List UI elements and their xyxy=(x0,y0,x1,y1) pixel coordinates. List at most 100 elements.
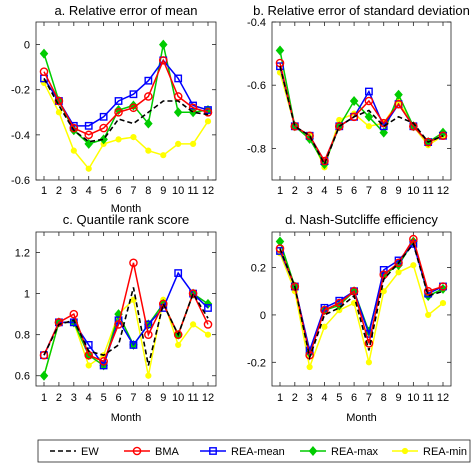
panel-2-series-bma-point xyxy=(364,96,374,106)
panel-1-xtick-label: 8 xyxy=(145,185,151,197)
panel-2-ytick-label: -0.6 xyxy=(247,80,266,92)
panel-4-series-bma-point xyxy=(275,244,285,253)
panel-3-series-ew-line xyxy=(43,287,209,366)
panel-4-xtick-label: 5 xyxy=(336,392,342,404)
legend-item-rea-mean-point xyxy=(209,447,217,455)
panel-1-series-rea-min-point xyxy=(175,140,182,147)
panel-4-xtick-label: 1 xyxy=(277,392,283,404)
panel-3-series-rea-min-point xyxy=(175,341,182,349)
panel-3-series-bma-point xyxy=(173,330,183,339)
panel-3-series-bma-point xyxy=(69,309,79,319)
panel-1-series-rea-min-point xyxy=(130,134,137,141)
panel-3-xtick-label: 5 xyxy=(101,392,107,404)
panel-1-xtick-label: 3 xyxy=(71,185,77,197)
panel-3-ytick-label: 0.6 xyxy=(15,371,30,383)
panel-4-xtick-label: 8 xyxy=(381,392,387,404)
panel-4-xtick-label: 10 xyxy=(407,392,419,404)
panel-1-title: a. Relative error of mean xyxy=(54,3,197,18)
panel-4-ytick-label: -0.2 xyxy=(247,357,266,369)
panel-1-series-bma-point xyxy=(158,56,168,65)
panel-4-ytick-label: 0 xyxy=(260,310,266,322)
panel-1-series-rea-min-point xyxy=(70,147,77,154)
panel-4-series-rea-min-point xyxy=(425,311,432,319)
panel-3-xtick-label: 11 xyxy=(187,392,198,404)
panel-2-series-bma-point xyxy=(305,131,314,141)
panel-2-series-rea-max-point xyxy=(394,89,403,100)
panel-3-series-rea-mean-point xyxy=(174,269,183,277)
legend-item-bma-label: BMA xyxy=(155,446,180,458)
panel-4-series-rea-min-point xyxy=(380,288,387,295)
panel-2-xtick-label: 8 xyxy=(381,185,387,197)
panel-2-series-bma-point xyxy=(320,156,329,166)
panel-4-series-bma-point xyxy=(349,286,359,296)
panel-1-series-bma-point xyxy=(173,92,183,101)
panel-3-series-bma-point xyxy=(188,289,198,298)
panel-3-series-bma-point xyxy=(99,357,108,366)
panel-2-title: b. Relative error of standard deviation xyxy=(253,3,470,18)
panel-2-ytick-label: -0.4 xyxy=(247,17,266,29)
panel-1-series-rea-max-point xyxy=(173,107,183,118)
panel-4-xtick-label: 4 xyxy=(321,392,327,404)
panel-4-series-bma-point xyxy=(394,258,403,268)
panel-1-series-bma-point xyxy=(54,96,64,106)
panel-1-series-rea-min-point xyxy=(160,152,167,159)
panel-2-series-rea-max-point xyxy=(379,127,388,138)
panel-2: b. Relative error of standard deviation-… xyxy=(247,3,470,197)
panel-2-series-bma-point xyxy=(349,112,359,122)
panel-4-xlabel: Month xyxy=(346,412,377,424)
panel-1-series-rea-min-point xyxy=(55,109,63,116)
panel-4-series-rea-min-point xyxy=(306,363,313,371)
panel-4-xtick-label: 6 xyxy=(351,392,357,404)
panel-1-xtick-label: 2 xyxy=(56,185,62,197)
panel-2-series-rea-mean-point xyxy=(365,87,373,96)
panel-4-xtick-label: 3 xyxy=(307,392,313,404)
panel-1-xtick-label: 4 xyxy=(86,185,92,197)
panel-1-xtick-label: 9 xyxy=(160,185,166,197)
panel-3-series-rea-min-point xyxy=(204,331,212,338)
panel-1-series-rea-max-point xyxy=(159,39,168,50)
panel-4-series-rea-min-point xyxy=(365,359,373,366)
panel-4-ytick-label: 0.2 xyxy=(251,263,266,275)
panel-1-series-rea-mean-point xyxy=(99,112,108,121)
panel-2-ytick-label: -0.8 xyxy=(247,143,266,155)
panel-2-series-bma-point xyxy=(334,121,344,131)
legend-item-ew: EW xyxy=(50,446,99,458)
legend-item-rea-mean-label: REA-mean xyxy=(231,446,285,458)
panel-1-series-rea-mean-point xyxy=(144,76,153,85)
panel-1-series-rea-min-point xyxy=(145,147,152,154)
panel-4-xtick-label: 7 xyxy=(366,392,372,404)
panel-1-series-bma xyxy=(39,56,213,140)
panel-3-xtick-label: 2 xyxy=(56,392,62,404)
panel-4-series-ew xyxy=(279,242,444,361)
panel-2-series-rea-max-point xyxy=(275,45,285,56)
panel-1: a. Relative error of mean 0 -0.2 -0.4 -0.6 1 2… xyxy=(11,3,217,215)
panel-1-series-rea-max-point xyxy=(84,138,93,149)
panel-1-series-bma-point xyxy=(203,107,213,117)
panel-4-series-rea-min-point xyxy=(395,269,402,276)
panel-3-series-rea-mean-point xyxy=(204,304,212,312)
panel-1-xtick-label: 5 xyxy=(101,185,107,197)
panel-2-xtick-label: 6 xyxy=(351,185,357,197)
panel-3-series-rea-mean-point xyxy=(99,361,108,370)
panel-3-series-rea-min-point xyxy=(189,321,197,328)
panel-1-series-rea-max-point xyxy=(144,118,153,129)
panel-2-series-bma-point xyxy=(423,137,433,147)
panel-2-xtick-label: 7 xyxy=(366,185,372,197)
panel-1-series-bma-point xyxy=(144,92,153,101)
panel-1-series-rea-max-point xyxy=(99,134,108,145)
panel-2-series-ew-line xyxy=(279,66,444,167)
legend-item-rea-max-label: REA-max xyxy=(331,446,379,458)
panel-4-series-rea-mean-point xyxy=(379,266,388,274)
legend-item-rea-min-label: REA-min xyxy=(423,446,467,458)
panel-1-xtick-label: 10 xyxy=(172,185,184,197)
panel-1-series-rea-min-point xyxy=(85,165,92,172)
panel-3-series-bma-point xyxy=(158,299,168,309)
panel-1-series-rea-max-point xyxy=(129,100,138,111)
panel-3-ytick-label: 0.8 xyxy=(15,330,30,342)
panel-1-series-rea-min-point xyxy=(204,118,212,125)
panel-3-series-rea-mean-point xyxy=(144,320,153,329)
panel-1-series-rea-mean-point xyxy=(174,74,183,83)
panel-1-ytick-label: -0.2 xyxy=(11,85,30,97)
